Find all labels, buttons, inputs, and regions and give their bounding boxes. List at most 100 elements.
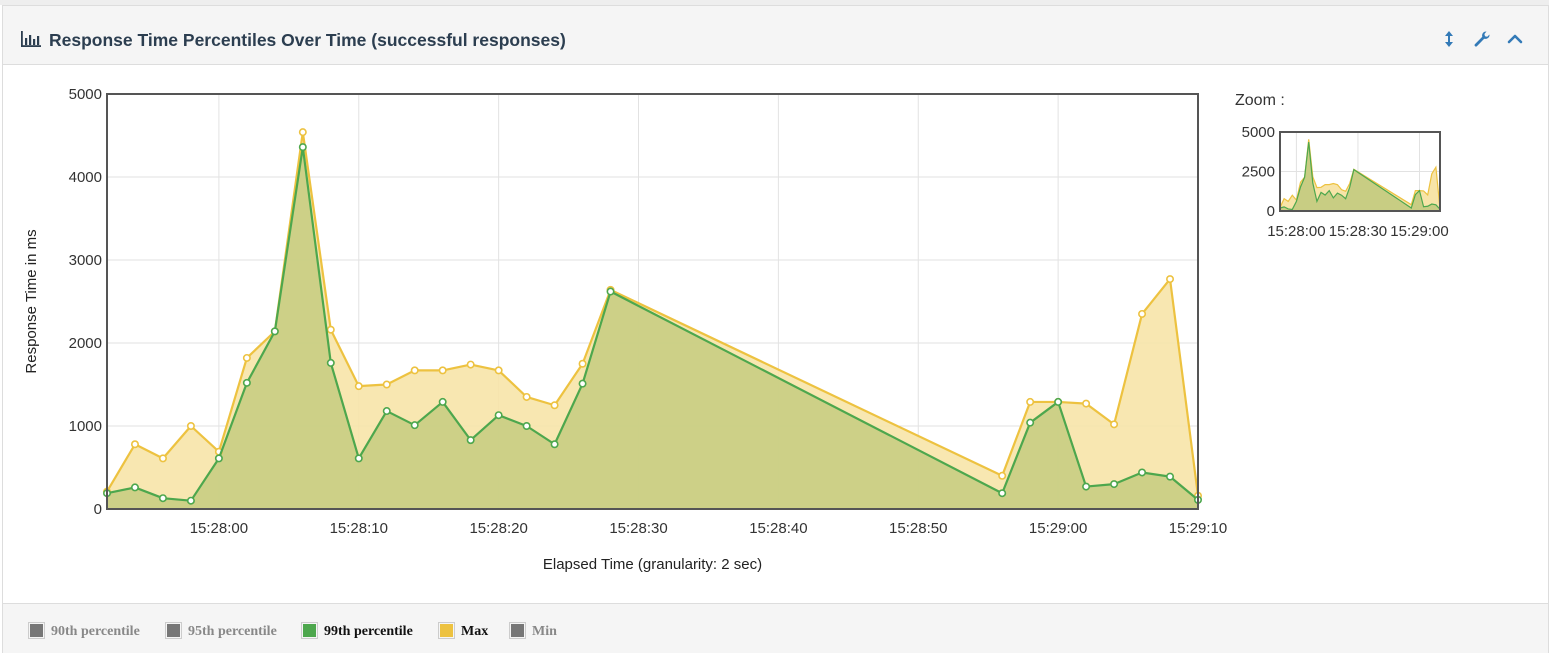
data-point-max[interactable] [1110, 420, 1119, 429]
zoom-x-tick-label: 15:28:30 [1329, 223, 1387, 240]
legend-swatch-fill [30, 624, 43, 637]
zoom-area [1280, 142, 1440, 211]
data-point-99th[interactable] [550, 440, 559, 449]
data-point-99th[interactable] [578, 379, 587, 388]
data-point-max[interactable] [158, 454, 167, 463]
x-tick-label: 15:29:10 [1169, 520, 1227, 537]
x-tick-label: 15:28:20 [469, 520, 527, 537]
legend-swatch-fill [303, 624, 316, 637]
legend-swatch [301, 622, 318, 639]
data-point-99th[interactable] [494, 411, 503, 420]
data-point-99th[interactable] [1166, 472, 1175, 481]
x-axis-label: Elapsed Time (granularity: 2 sec) [543, 556, 762, 573]
data-point-max[interactable] [1082, 399, 1091, 408]
data-point-max[interactable] [130, 440, 139, 449]
zoom-line [1279, 142, 1441, 211]
legend-bar: 90th percentile 95th percentile 99th perce… [3, 603, 1548, 653]
data-point-99th[interactable] [438, 397, 447, 406]
x-tick-label: 15:28:40 [749, 520, 807, 537]
zoom-frame [1279, 131, 1441, 212]
y-tick-label: 0 [94, 501, 102, 518]
y-tick-label: 5000 [69, 86, 102, 103]
legend-swatch-fill [440, 624, 453, 637]
zoom-y-tick-label: 5000 [1242, 124, 1275, 141]
data-point-max[interactable] [242, 353, 251, 362]
panel-header: Response Time Percentiles Over Time (suc… [3, 6, 1548, 65]
data-point-max[interactable] [410, 366, 419, 375]
y-tick-label: 1000 [69, 418, 102, 435]
legend-item[interactable]: 95th percentile [165, 622, 277, 640]
chevron-up-icon[interactable] [1506, 30, 1524, 48]
legend-label: 99th percentile [324, 624, 413, 639]
zoom-y-tick-label: 2500 [1242, 164, 1275, 181]
data-point-99th[interactable] [242, 378, 251, 387]
legend-label: 90th percentile [51, 624, 140, 639]
data-point-max[interactable] [550, 401, 559, 410]
legend-swatch-fill [167, 624, 180, 637]
data-point-max[interactable] [382, 380, 391, 389]
y-tick-label: 2000 [69, 335, 102, 352]
data-point-99th[interactable] [382, 407, 391, 416]
legend-label: Max [461, 624, 489, 639]
zoom-y-tick-label: 0 [1267, 203, 1275, 220]
y-axis-label: Response Time in ms [23, 229, 40, 373]
legend-swatch [165, 622, 182, 639]
data-point-99th[interactable] [466, 436, 475, 445]
data-point-99th[interactable] [1026, 418, 1035, 427]
top-strip [0, 0, 1549, 5]
data-point-max[interactable] [522, 392, 531, 401]
legend-swatch-fill [511, 624, 524, 637]
data-point-max[interactable] [438, 366, 447, 375]
data-point-99th[interactable] [326, 358, 335, 367]
data-point-max[interactable] [1026, 397, 1035, 406]
data-point-max[interactable] [354, 382, 363, 391]
resize-icon[interactable] [1440, 30, 1458, 48]
data-point-99th[interactable] [522, 421, 531, 430]
x-tick-label: 15:29:00 [1029, 520, 1087, 537]
zoom-line [1279, 139, 1441, 209]
data-point-max[interactable] [186, 421, 195, 430]
data-point-99th[interactable] [606, 287, 615, 296]
data-point-99th[interactable] [354, 454, 363, 463]
data-point-max[interactable] [494, 366, 503, 375]
data-point-99th[interactable] [1110, 480, 1119, 489]
data-point-99th[interactable] [410, 421, 419, 430]
zoom-x-tick-label: 15:29:00 [1390, 223, 1448, 240]
main-chart[interactable]: 0 1000 2000 3000 4000 5000 15:28:00 15:28:10 15:… [3, 65, 1548, 605]
legend-item[interactable]: 99th percentile [301, 622, 413, 640]
data-point-max[interactable] [298, 128, 307, 137]
wrench-icon[interactable] [1473, 30, 1491, 48]
data-point-max[interactable] [1138, 309, 1147, 318]
chart-area: 0 1000 2000 3000 4000 5000 15:28:00 15:28:10 15:… [3, 65, 1548, 605]
series-area-99th [107, 147, 1198, 509]
data-point-99th[interactable] [270, 327, 279, 336]
data-point-99th[interactable] [130, 483, 139, 492]
legend-item[interactable]: Max [438, 622, 489, 640]
data-point-max[interactable] [1166, 275, 1175, 284]
data-point-max[interactable] [578, 359, 587, 368]
zoom-x-tick-label: 15:28:00 [1267, 223, 1325, 240]
chart-panel: Response Time Percentiles Over Time (suc… [2, 5, 1549, 653]
data-point-99th[interactable] [1138, 468, 1147, 477]
data-point-max[interactable] [998, 471, 1007, 480]
data-point-99th[interactable] [186, 496, 195, 505]
x-tick-label: 15:28:00 [190, 520, 248, 537]
zoom-label: Zoom : [1235, 92, 1285, 109]
legend-label: 95th percentile [188, 624, 277, 639]
panel-title: Response Time Percentiles Over Time (suc… [49, 30, 566, 50]
data-point-99th[interactable] [158, 494, 167, 503]
data-point-99th[interactable] [1054, 397, 1063, 406]
data-point-max[interactable] [326, 325, 335, 334]
y-tick-label: 4000 [69, 169, 102, 186]
legend-item[interactable]: 90th percentile [28, 622, 140, 640]
data-point-99th[interactable] [214, 454, 223, 463]
x-tick-label: 15:28:50 [889, 520, 947, 537]
legend-item[interactable]: Min [509, 622, 557, 640]
legend-swatch [438, 622, 455, 639]
zoom-overview[interactable]: 5000 2500 0 15:28:00 15:28:30 15:29:00 [1242, 124, 1449, 240]
legend-label: Min [532, 624, 557, 639]
data-point-99th[interactable] [298, 143, 307, 152]
data-point-99th[interactable] [1082, 482, 1091, 491]
data-point-99th[interactable] [998, 489, 1007, 498]
data-point-max[interactable] [466, 360, 475, 369]
